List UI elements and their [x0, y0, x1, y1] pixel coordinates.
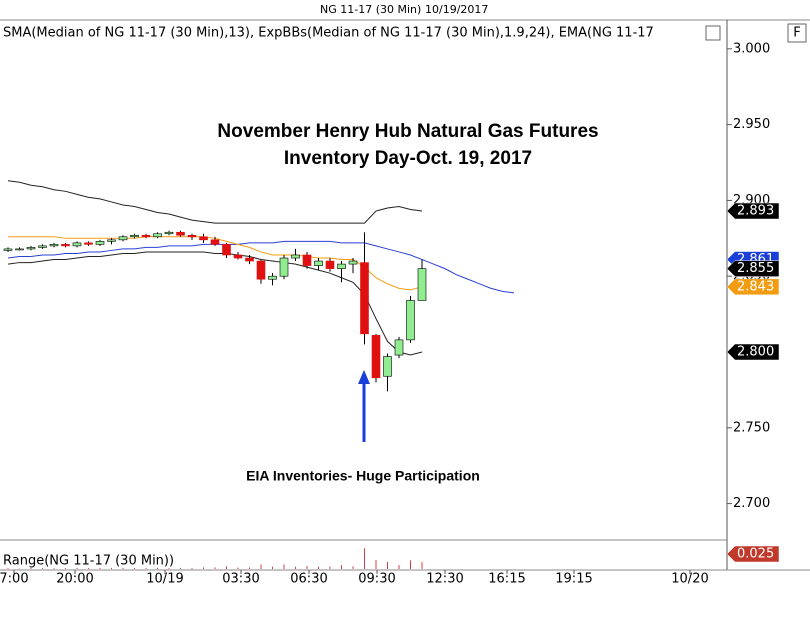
candle-body [348, 260, 358, 265]
symbol-header: NG 11-17 (30 Min) [320, 3, 421, 16]
candle-body [141, 234, 151, 238]
indicator-line [7, 180, 423, 224]
candle-body [268, 275, 277, 280]
x-tick-label: 06:30 [290, 572, 327, 587]
candle-body [222, 244, 231, 256]
price-tag [726, 278, 780, 296]
candle-body [26, 247, 36, 250]
settings-icon[interactable] [705, 25, 721, 41]
x-tick-label: 03:30 [222, 572, 259, 587]
candle-body [118, 236, 128, 241]
price-tag [726, 260, 780, 277]
chart-title: November Henry Hub Natural Gas Futures [217, 121, 598, 142]
button-label[interactable]: F [793, 26, 800, 41]
price-tag-label: 2.893 [737, 204, 774, 219]
x-tick-label: 12:30 [426, 572, 463, 587]
candle-body [417, 268, 427, 301]
candle-body [61, 244, 70, 247]
candle-body [406, 300, 415, 341]
x-tick-label: 10/20 [671, 572, 708, 587]
range-title: Range(NG 11-17 (30 Min)) [3, 554, 174, 569]
price-tag-label: 2.800 [737, 345, 774, 360]
candle-body [325, 260, 335, 269]
candle-body [279, 257, 289, 277]
candle-body [49, 244, 59, 247]
candle-body [233, 254, 243, 259]
date-header: 10/19/2017 [425, 3, 488, 16]
indicator-line [7, 251, 423, 356]
price-tag-label: 0.025 [737, 547, 774, 562]
x-tick-label: 09:30 [358, 572, 395, 587]
x-tick-label: 20:00 [56, 572, 93, 587]
candle-body [95, 241, 105, 245]
candle-body [72, 242, 82, 247]
candle-body [291, 254, 300, 259]
candle-body [153, 233, 162, 238]
x-tick-label: 7:00 [0, 572, 29, 587]
candle-body [130, 234, 139, 238]
candle-body [15, 248, 24, 251]
arrow-head [358, 370, 370, 384]
price-tag [726, 343, 780, 361]
candle-body [107, 239, 116, 242]
candle-body [394, 339, 404, 356]
candle-body [3, 248, 13, 251]
x-tick-label: 19:15 [555, 572, 592, 587]
candle-body [164, 231, 174, 235]
candle-body [199, 236, 208, 241]
candle-body [187, 234, 197, 238]
y-tick-label: 3.000 [733, 41, 770, 56]
candle-body [256, 260, 266, 280]
candle-body [383, 356, 392, 377]
button[interactable] [787, 23, 807, 43]
price-tag [726, 545, 780, 563]
chart-subtitle: Inventory Day-Oct. 19, 2017 [284, 148, 532, 169]
indicator-legend: SMA(Median of NG 11-17 (30 Min),13), Exp… [3, 26, 654, 41]
candle-body [314, 260, 323, 266]
candle-body [38, 245, 47, 248]
candle-body [371, 335, 381, 379]
y-tick-label: 2.950 [733, 117, 770, 132]
indicator-line [7, 240, 515, 294]
candle-body [84, 242, 93, 245]
candle-body [210, 239, 220, 245]
candle-body [245, 257, 254, 262]
candle-body [337, 263, 346, 269]
y-tick-label: 2.750 [733, 420, 770, 435]
price-tag [726, 202, 780, 220]
x-tick-label: 10/19 [146, 572, 183, 587]
x-tick-label: 16:15 [488, 572, 525, 587]
annotation: EIA Inventories- Huge Participation [246, 468, 480, 484]
y-tick-label: 2.700 [733, 496, 770, 511]
candle-body [302, 254, 312, 266]
candle-body [360, 262, 369, 335]
plot [3, 180, 515, 569]
price-tag-label: 2.843 [737, 279, 774, 294]
price-tag-label: 2.855 [737, 261, 774, 276]
candle-body [176, 231, 185, 236]
